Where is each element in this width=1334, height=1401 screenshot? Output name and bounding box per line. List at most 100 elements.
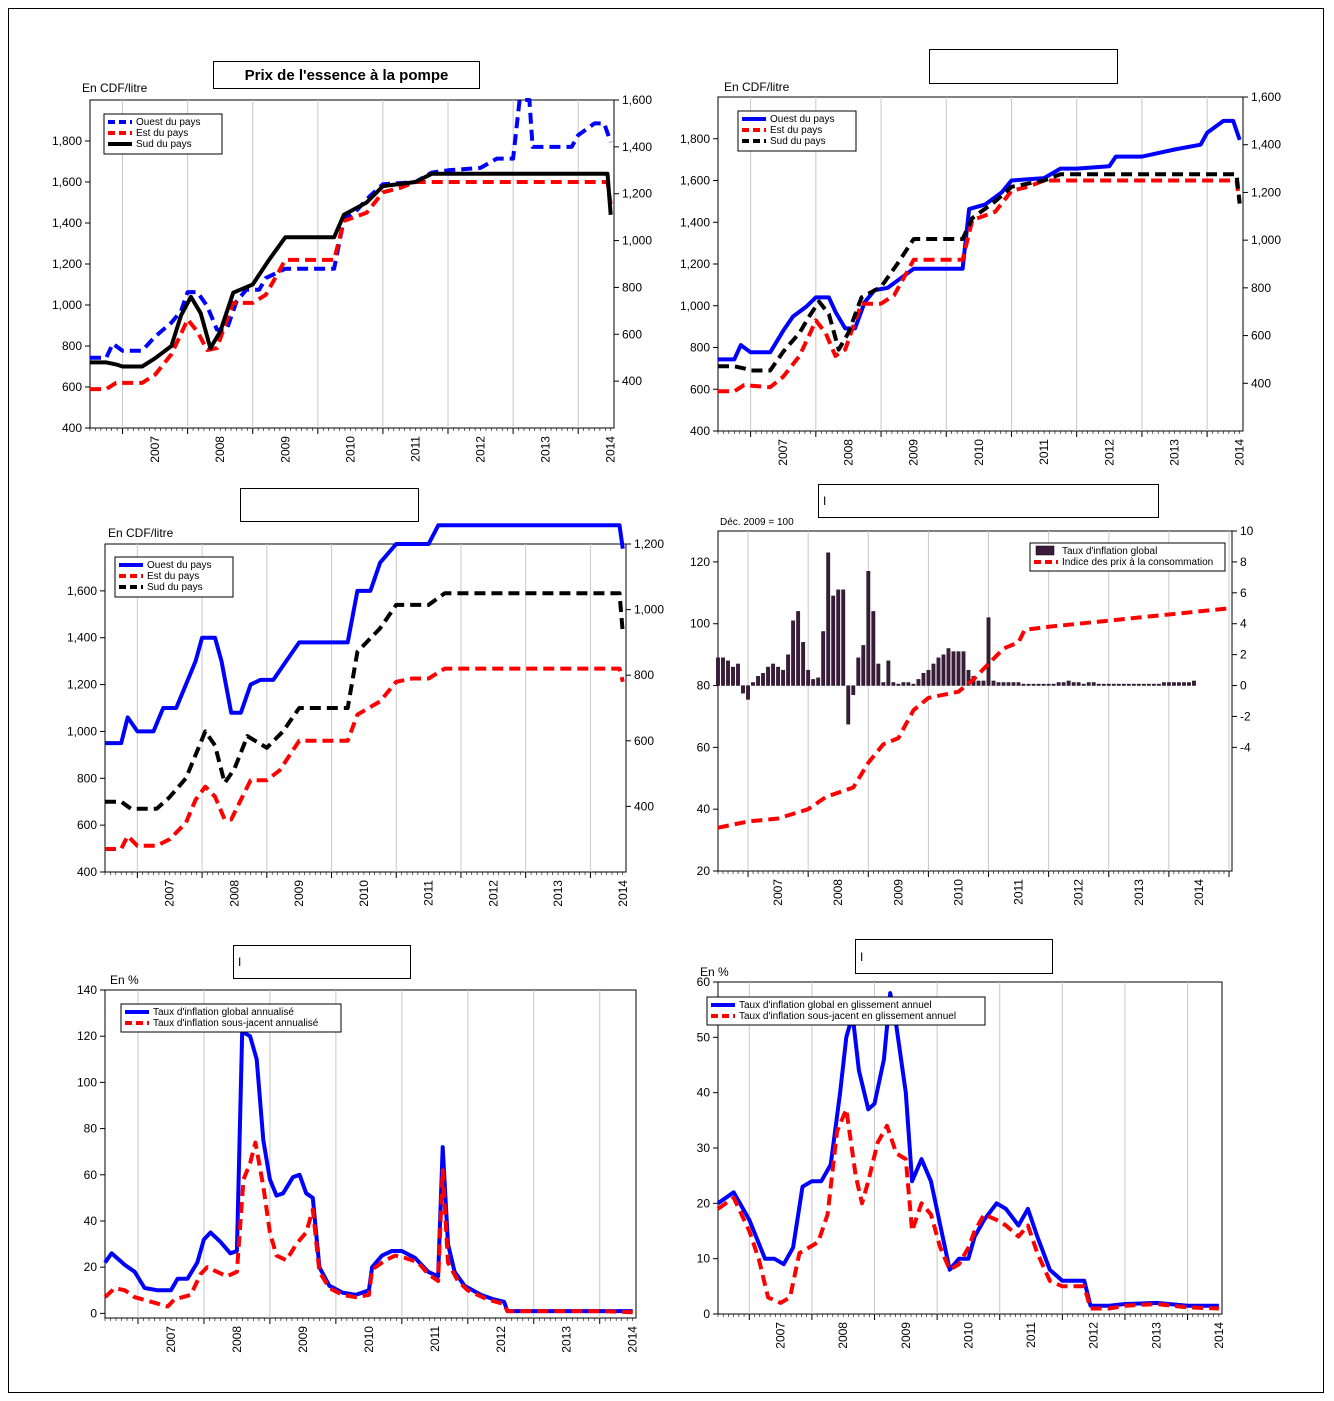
bar bbox=[1106, 683, 1111, 686]
bar bbox=[941, 654, 946, 686]
bar bbox=[926, 669, 931, 686]
bar bbox=[746, 685, 750, 700]
bar bbox=[1096, 683, 1101, 686]
y-right-tick-label: -2 bbox=[1240, 709, 1251, 723]
plot-area bbox=[717, 530, 1233, 872]
bar bbox=[1131, 683, 1136, 686]
y-right-tick-label: 2 bbox=[1240, 648, 1247, 662]
bar bbox=[1066, 680, 1071, 686]
bar bbox=[826, 552, 831, 686]
bar bbox=[921, 673, 926, 686]
y-tick-label: 100 bbox=[77, 1075, 97, 1089]
chart-c4: 2007 2008 2009 2010 2011 2012 2013 201420406080… bbox=[690, 517, 1254, 906]
y-axis-label: En % bbox=[700, 965, 729, 979]
y-tick-label: 80 bbox=[84, 1122, 98, 1136]
plot-area bbox=[104, 543, 627, 873]
y-right-tick-label: 400 bbox=[634, 799, 654, 813]
y-tick-label: 1,200 bbox=[680, 257, 710, 271]
y-right-tick-label: 800 bbox=[634, 668, 654, 682]
bar bbox=[906, 682, 911, 686]
legend-label: Taux d'inflation global annualisé bbox=[153, 1007, 294, 1018]
series-line bbox=[716, 991, 1219, 1308]
series-line bbox=[717, 606, 1230, 830]
series-line bbox=[90, 171, 613, 369]
x-tick-label: 2009 bbox=[292, 880, 306, 907]
y-tick-label: 1,600 bbox=[52, 175, 82, 189]
x-tick-label: 2011 bbox=[428, 1326, 442, 1352]
x-tick-label: 2010 bbox=[362, 1326, 376, 1353]
y-right-tick-label: -4 bbox=[1240, 740, 1251, 754]
x-tick-label: 2007 bbox=[776, 439, 790, 466]
bar bbox=[716, 657, 720, 686]
x-tick-label: 2012 bbox=[1072, 879, 1086, 906]
bar bbox=[1116, 683, 1121, 686]
y-tick-label: 40 bbox=[84, 1214, 98, 1228]
bar bbox=[771, 663, 776, 686]
y-right-tick-label: 1,200 bbox=[634, 537, 664, 551]
legend-box bbox=[706, 996, 986, 1026]
x-tick-label: 2009 bbox=[907, 439, 921, 466]
y-right-tick-label: 6 bbox=[1240, 586, 1247, 600]
bar bbox=[1036, 683, 1041, 686]
bar bbox=[766, 666, 771, 686]
x-tick-label: 2009 bbox=[891, 879, 905, 906]
page-frame bbox=[8, 8, 1324, 1393]
x-tick-label: 2009 bbox=[296, 1326, 310, 1353]
y-tick-label: 1,400 bbox=[67, 631, 97, 645]
series-line bbox=[718, 118, 1242, 362]
bar bbox=[866, 571, 871, 686]
y-tick-label: 60 bbox=[697, 740, 711, 754]
bar bbox=[741, 685, 745, 694]
y-right-tick-label: 0 bbox=[1240, 679, 1247, 693]
y-axis-label: Déc. 2009 = 100 bbox=[720, 517, 794, 528]
bar bbox=[836, 589, 841, 686]
y-tick-label: 140 bbox=[77, 983, 97, 997]
bar bbox=[861, 645, 866, 686]
bar bbox=[961, 651, 966, 686]
bar bbox=[1091, 682, 1096, 686]
y-right-tick-label: 1,400 bbox=[622, 140, 652, 154]
x-tick-label: 2007 bbox=[148, 436, 162, 463]
y-tick-label: 800 bbox=[77, 771, 97, 785]
x-tick-label: 2010 bbox=[951, 879, 965, 906]
bar bbox=[1101, 683, 1106, 686]
y-axis-label: En CDF/litre bbox=[724, 80, 790, 94]
bar bbox=[991, 680, 996, 686]
y-right-tick-label: 400 bbox=[1251, 376, 1271, 390]
y-axis-label: En CDF/litre bbox=[82, 81, 148, 95]
y-tick-label: 1,600 bbox=[680, 174, 710, 188]
bar bbox=[761, 673, 765, 686]
bar bbox=[901, 682, 906, 686]
chart-c6: 2007 2008 2009 2010 2011 2012 2013 2014 0 10 20 30 4… bbox=[697, 965, 1226, 1349]
y-tick-label: 800 bbox=[690, 341, 710, 355]
y-tick-label: 1,200 bbox=[67, 678, 97, 692]
x-tick-label: 2011 bbox=[1037, 439, 1051, 465]
bar bbox=[1031, 683, 1036, 686]
y-tick-label: 1,800 bbox=[680, 132, 710, 146]
x-tick-label: 2012 bbox=[1087, 1322, 1101, 1349]
legend-label: Ouest du pays bbox=[147, 560, 211, 571]
y-tick-label: 400 bbox=[62, 421, 82, 435]
x-tick-label: 2014 bbox=[626, 1326, 640, 1353]
legend-box bbox=[120, 1003, 342, 1033]
series-line bbox=[90, 98, 613, 360]
y-tick-label: 20 bbox=[84, 1260, 98, 1274]
y-tick-label: 1,000 bbox=[67, 724, 97, 738]
bar bbox=[1056, 682, 1061, 686]
y-tick-label: 1,600 bbox=[67, 584, 97, 598]
bar bbox=[1006, 682, 1011, 686]
x-tick-label: 2011 bbox=[1024, 1322, 1038, 1348]
x-tick-label: 2013 bbox=[551, 880, 565, 907]
bar bbox=[821, 631, 826, 686]
legend-label: Ouest du pays bbox=[770, 114, 834, 125]
x-tick-label: 2007 bbox=[163, 880, 177, 907]
bar bbox=[1021, 683, 1026, 686]
series-line bbox=[105, 666, 625, 851]
bar bbox=[946, 648, 951, 686]
x-tick-label: 2011 bbox=[408, 436, 422, 462]
x-tick-label: 2014 bbox=[1192, 879, 1206, 906]
bar bbox=[751, 682, 755, 686]
bar bbox=[1121, 683, 1126, 686]
y-tick-label: 1,400 bbox=[52, 216, 82, 230]
bar bbox=[721, 657, 725, 686]
